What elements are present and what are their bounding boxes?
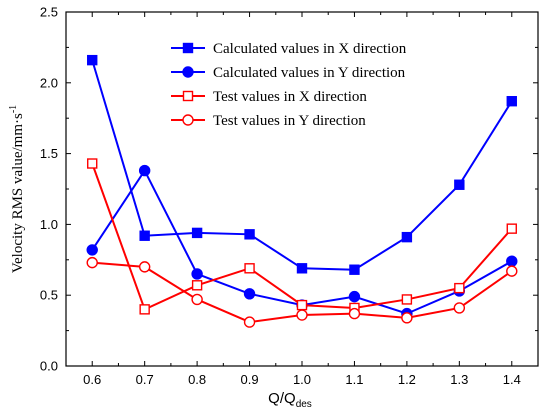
data-point-square	[401, 294, 413, 305]
data-point-circle	[138, 164, 151, 177]
axis-labels: Q/Qdes Velocity RMS value/mm·s-1	[8, 105, 312, 410]
legend-entry: Calculated values in X direction	[171, 41, 407, 57]
x-tick-label: 0.6	[83, 372, 101, 387]
legend-label: Calculated values in Y direction	[213, 65, 406, 81]
x-tick-label: 1.1	[345, 372, 363, 387]
data-point-square	[401, 231, 413, 243]
y-axis-title-main: Velocity RMS value/mm·s	[10, 113, 26, 273]
x-tick-label: 1.2	[398, 372, 416, 387]
y-axis-title: Velocity RMS value/mm·s-1	[8, 105, 26, 273]
data-point-circle	[86, 244, 98, 256]
x-tick-label: 1.4	[503, 372, 521, 387]
legend-entry: Calculated values in Y direction	[171, 65, 406, 81]
legend-entry: Test values in Y direction	[171, 113, 366, 129]
y-tick-label: 1.0	[40, 217, 58, 232]
series-line	[91, 168, 513, 315]
data-point-square	[87, 54, 98, 66]
data-point-circle	[506, 255, 518, 267]
data-point-circle	[86, 256, 98, 269]
x-tick-label: 0.7	[136, 372, 154, 387]
data-point-circle	[296, 309, 308, 321]
legend-label: Calculated values in X direction	[213, 41, 407, 57]
axes: 0.6 0.7 0.8 0.9 1.0 1.1 1.2 1.3 1.4 0.0 0.5 1.0 1.5 2…	[40, 5, 539, 387]
data-point-square	[191, 227, 203, 239]
x-tick-label: 1.0	[293, 372, 311, 387]
data-point-square-legend	[182, 90, 194, 102]
y-tick-label: 2.5	[40, 5, 58, 20]
data-point-square	[139, 304, 150, 315]
x-tick-label: 0.8	[188, 372, 206, 387]
data-point-square	[244, 263, 255, 274]
legend-label: Test values in Y direction	[213, 113, 366, 129]
data-point-square	[349, 264, 360, 275]
data-point-square	[296, 263, 308, 274]
data-point-square	[506, 223, 517, 234]
series-2	[86, 164, 518, 320]
data-point-circle	[453, 302, 466, 314]
x-tick-label: 1.3	[450, 372, 468, 387]
y-tick-label: 0.5	[40, 288, 58, 303]
legend-entry: Test values in X direction	[171, 89, 367, 105]
data-point-square	[506, 96, 517, 107]
data-point-circle	[191, 293, 203, 306]
data-point-square-legend	[182, 42, 194, 54]
data-point-square	[296, 299, 308, 311]
data-point-square	[87, 158, 98, 169]
x-axis-title-subscript: des	[296, 399, 312, 410]
x-axis-title: Q/Qdes	[268, 390, 312, 410]
y-tick-label: 1.5	[40, 146, 58, 161]
data-point-circle	[401, 312, 413, 324]
series-layer	[86, 54, 518, 328]
data-point-circle	[243, 288, 256, 300]
data-point-circle	[506, 265, 518, 277]
data-point-circle	[191, 268, 203, 280]
data-point-square	[454, 179, 465, 190]
series-line	[91, 163, 513, 311]
data-point-square	[191, 280, 203, 291]
data-point-square	[244, 229, 255, 240]
series-1	[87, 54, 517, 275]
data-point-circle	[348, 290, 361, 303]
data-point-circle-legend	[182, 114, 194, 126]
data-point-square	[139, 230, 150, 241]
data-point-circle	[348, 307, 361, 320]
y-axis-title-superscript: -1	[8, 105, 19, 113]
y-tick-label: 2.0	[40, 75, 58, 90]
data-point-circle	[138, 261, 151, 273]
legend-label: Test values in X direction	[213, 89, 367, 105]
series-4	[86, 256, 518, 328]
legend: Calculated values in X direction Calculat…	[171, 41, 407, 129]
x-axis-title-main: Q/Q	[268, 390, 296, 407]
series-3	[87, 158, 517, 315]
data-point-square	[454, 282, 465, 294]
data-point-circle	[243, 316, 256, 328]
data-point-circle-legend	[182, 66, 194, 78]
y-tick-label: 0.0	[40, 359, 58, 374]
x-tick-label: 0.9	[241, 372, 259, 387]
